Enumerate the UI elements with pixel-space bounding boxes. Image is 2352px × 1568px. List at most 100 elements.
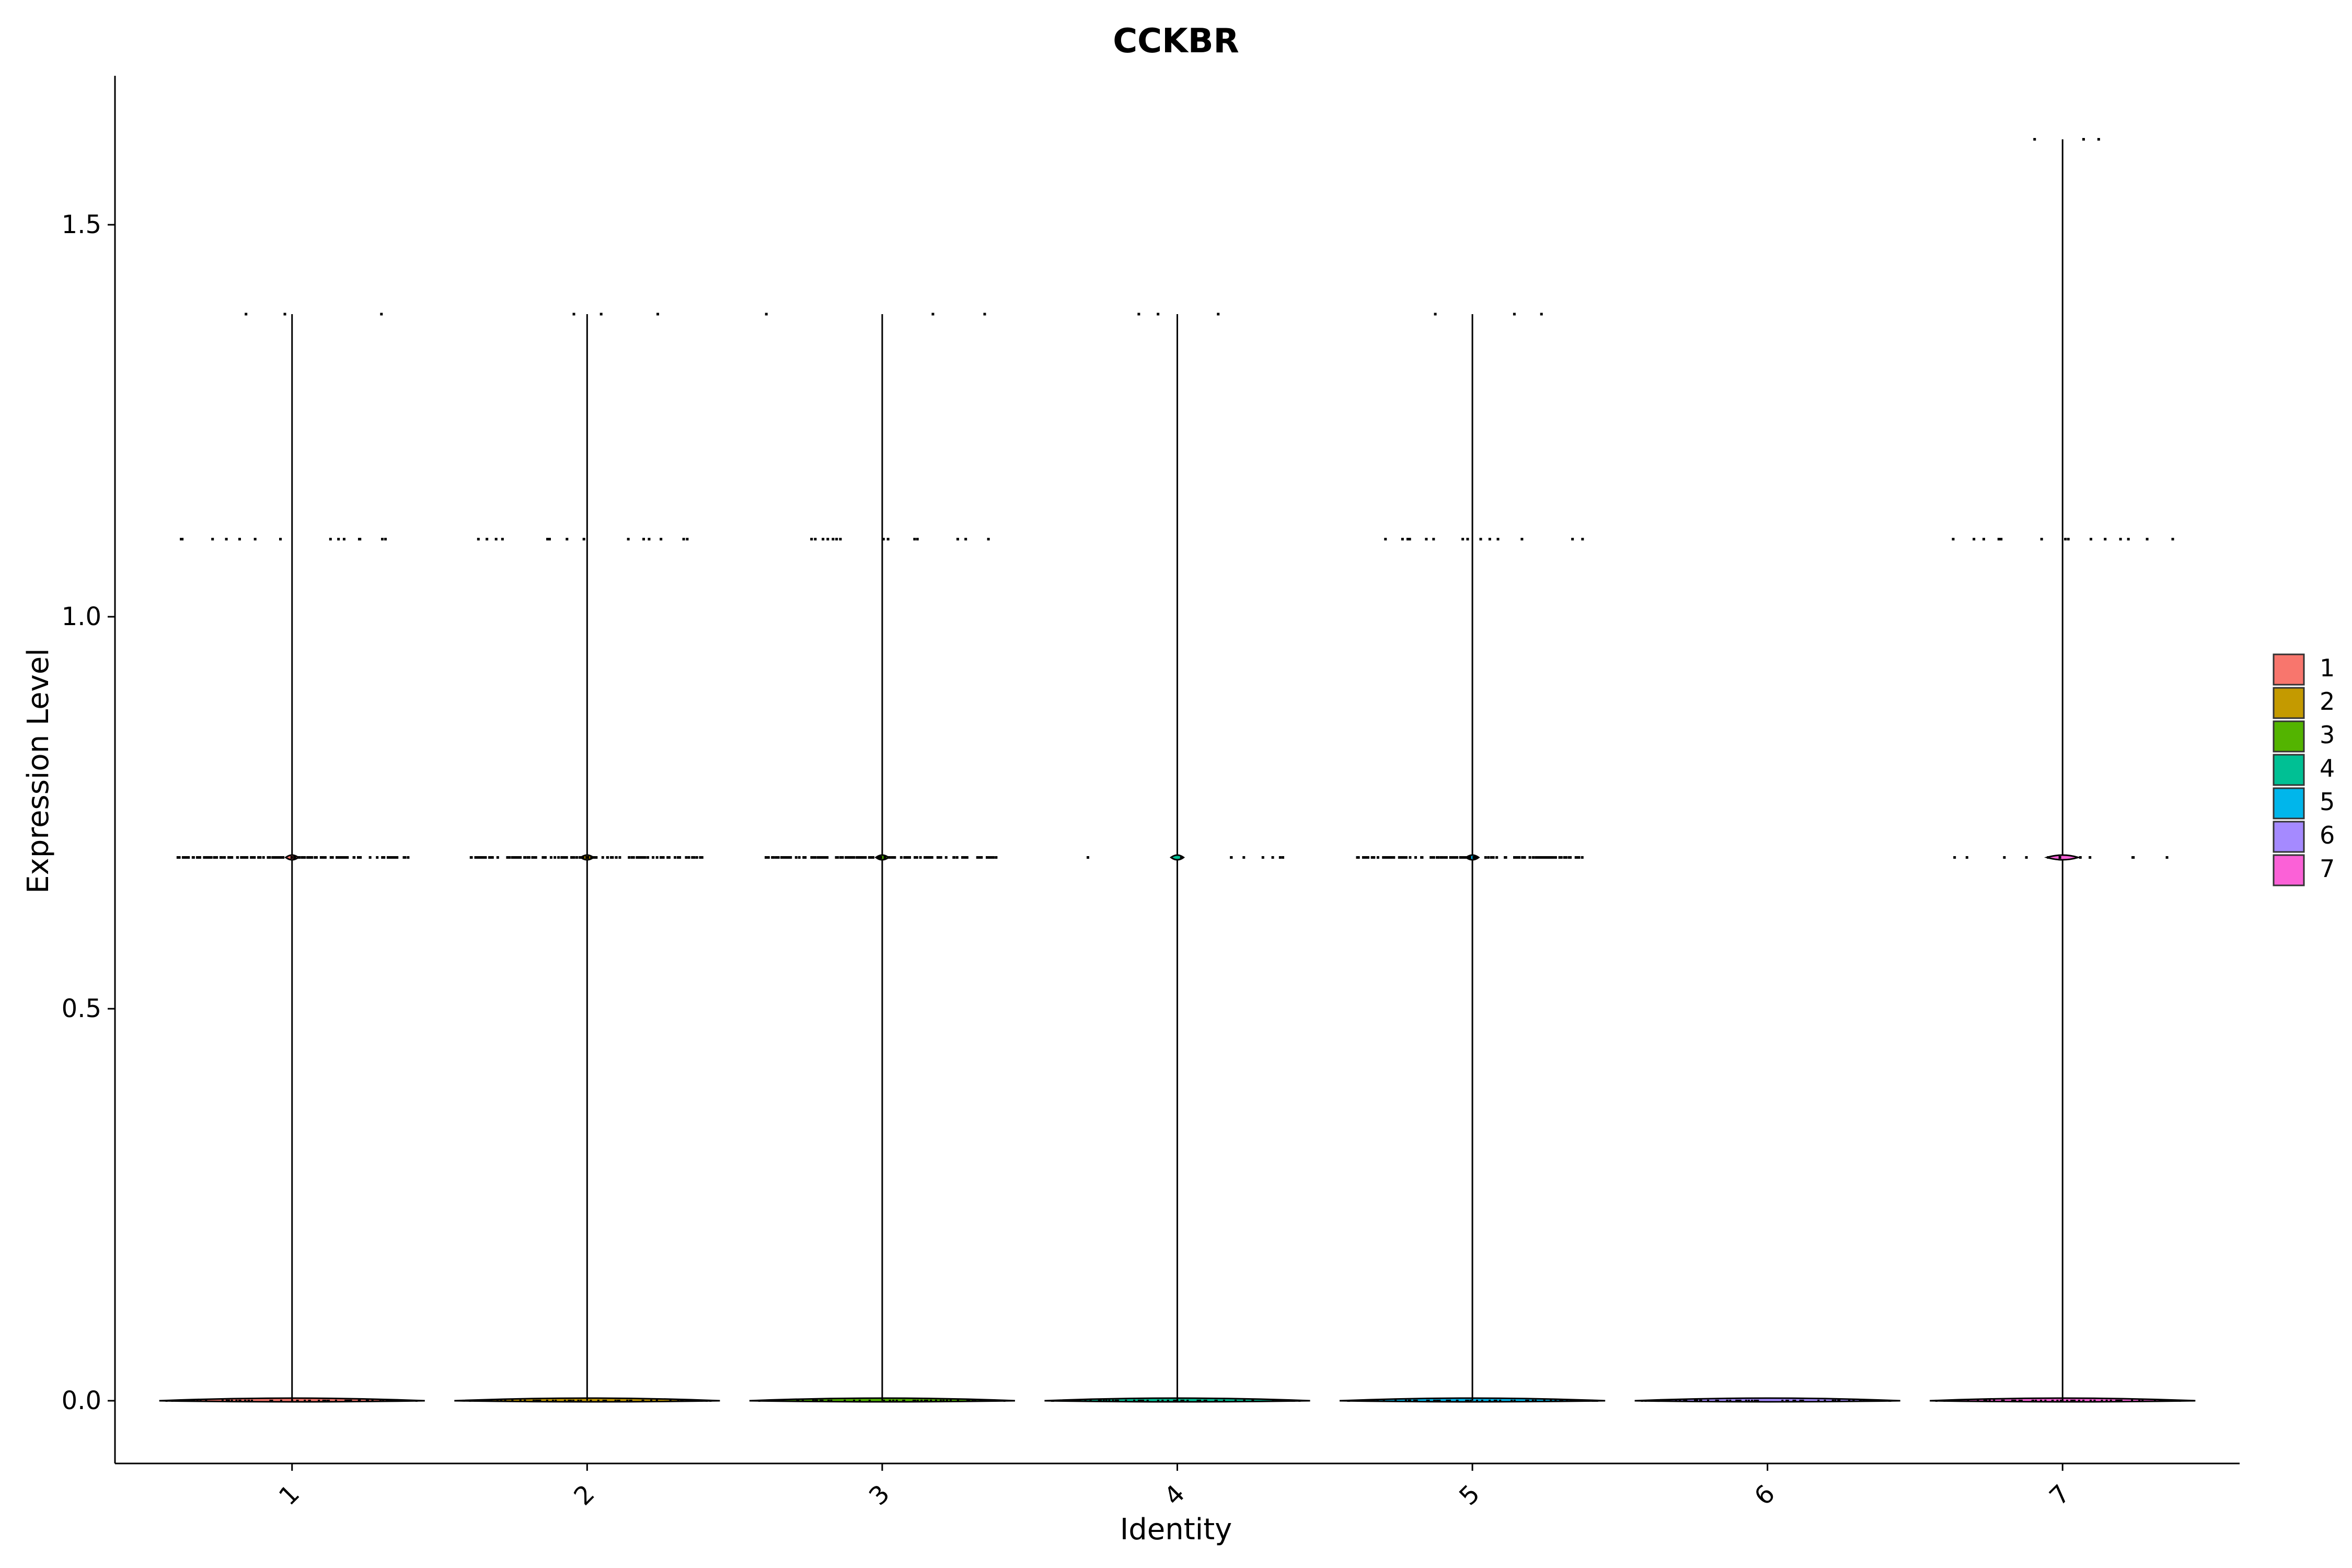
jitter-point — [280, 1400, 282, 1402]
jitter-point — [533, 1400, 535, 1402]
jitter-point — [506, 856, 509, 859]
jitter-point — [844, 1400, 846, 1402]
jitter-point — [877, 856, 880, 859]
jitter-points-4 — [1051, 313, 1301, 1402]
jitter-point — [938, 856, 941, 859]
jitter-point — [396, 856, 399, 859]
jitter-point — [1567, 856, 1571, 859]
jitter-point — [572, 313, 575, 316]
jitter-point — [214, 856, 217, 859]
jitter-point — [1831, 1400, 1834, 1402]
jitter-point — [1430, 856, 1433, 859]
jitter-point — [2073, 1400, 2076, 1402]
jitter-point — [1389, 856, 1392, 859]
jitter-point — [628, 856, 631, 859]
jitter-point — [640, 856, 643, 859]
jitter-point — [210, 856, 213, 859]
jitter-point — [1947, 1400, 1950, 1402]
jitter-point — [953, 856, 956, 859]
jitter-point — [1252, 1400, 1254, 1402]
jitter-point — [1550, 1400, 1552, 1402]
jitter-point — [594, 856, 597, 859]
jitter-point — [205, 856, 209, 859]
jitter-point — [1564, 856, 1567, 859]
jitter-point — [1715, 1400, 1717, 1402]
jitter-point — [475, 1400, 478, 1402]
jitter-point — [352, 856, 355, 859]
jitter-point — [1376, 1400, 1379, 1402]
jitter-point — [882, 538, 885, 540]
jitter-point — [303, 856, 306, 859]
jitter-point — [939, 1400, 942, 1402]
jitter-point — [1278, 856, 1282, 859]
jitter-point — [860, 856, 863, 859]
jitter-point — [602, 1400, 605, 1402]
jitter-point — [2066, 1400, 2069, 1402]
jitter-point — [225, 1400, 228, 1402]
jitter-point — [1425, 538, 1428, 540]
jitter-point — [1667, 1400, 1670, 1402]
jitter-point — [546, 1400, 548, 1402]
jitter-point — [267, 856, 270, 859]
jitter-point — [308, 1400, 310, 1402]
jitter-point — [590, 1400, 592, 1402]
x-tick-label: 1 — [273, 1479, 305, 1511]
jitter-point — [1427, 1400, 1430, 1402]
jitter-point — [1366, 1400, 1368, 1402]
jitter-point — [964, 538, 967, 540]
jitter-point — [827, 1400, 830, 1402]
jitter-point — [1450, 856, 1454, 859]
jitter-point — [582, 538, 585, 540]
jitter-point — [849, 856, 852, 859]
jitter-point — [236, 856, 239, 859]
jitter-points-3 — [758, 313, 1006, 1402]
jitter-point — [771, 856, 774, 859]
jitter-point — [2132, 856, 2135, 859]
jitter-point — [987, 1400, 989, 1402]
jitter-point — [181, 856, 185, 859]
legend-swatch-2 — [2273, 687, 2305, 719]
jitter-point — [1518, 856, 1521, 859]
jitter-point — [2165, 856, 2169, 859]
jitter-point — [926, 1400, 928, 1402]
legend-label-6: 6 — [2320, 821, 2335, 849]
jitter-point — [223, 856, 226, 859]
jitter-point — [1465, 1400, 1468, 1402]
jitter-point — [1285, 1400, 1287, 1402]
jitter-point — [697, 1400, 699, 1402]
jitter-point — [643, 856, 647, 859]
jitter-point — [1493, 1400, 1496, 1402]
jitter-point — [2159, 1400, 2161, 1402]
jitter-points-7 — [1935, 138, 2181, 1402]
jitter-point — [2011, 1400, 2014, 1402]
jitter-point — [700, 1400, 702, 1402]
jitter-point — [1679, 1400, 1681, 1402]
jitter-point — [230, 1400, 233, 1402]
jitter-point — [966, 1400, 969, 1402]
jitter-point — [972, 1400, 974, 1402]
jitter-point — [695, 856, 698, 859]
legend-label-2: 2 — [2320, 687, 2335, 716]
jitter-point — [1404, 1400, 1407, 1402]
jitter-point — [780, 856, 783, 859]
jitter-point — [1362, 856, 1365, 859]
jitter-point — [329, 538, 332, 540]
jitter-point — [346, 1400, 349, 1402]
jitter-point — [486, 538, 489, 540]
jitter-point — [371, 1400, 374, 1402]
jitter-point — [1521, 856, 1524, 859]
jitter-point — [861, 856, 864, 859]
jitter-point — [1140, 1400, 1143, 1402]
jitter-point — [1406, 538, 1409, 540]
jitter-point — [2146, 538, 2149, 540]
jitter-point — [2138, 1400, 2141, 1402]
jitter-point — [2141, 1400, 2144, 1402]
jitter-point — [2067, 538, 2070, 540]
jitter-point — [590, 856, 593, 859]
jitter-point — [686, 538, 689, 540]
jitter-point — [337, 856, 340, 859]
jitter-point — [319, 856, 322, 859]
jitter-point — [1540, 856, 1543, 859]
jitter-point — [1953, 856, 1956, 859]
jitter-point — [350, 1400, 352, 1402]
